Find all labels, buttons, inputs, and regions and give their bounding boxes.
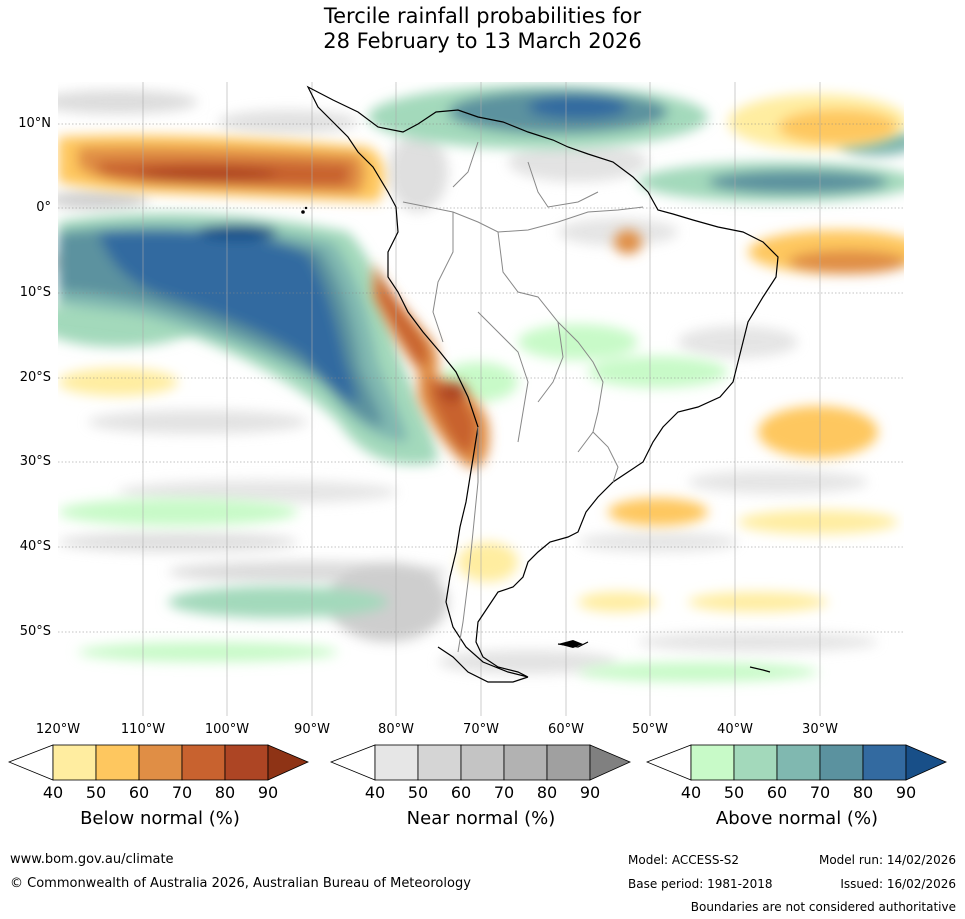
colorbar-below-segment-4 [181, 744, 226, 781]
lat-label-50s: 50°S [19, 624, 51, 639]
colorbar-near-tick: 70 [493, 783, 515, 802]
probability-map [58, 82, 904, 716]
colorbar-near-segment-2 [417, 744, 462, 781]
map-canvas [58, 82, 904, 716]
colorbar-near-segment-0 [330, 744, 376, 781]
country-borders [402, 141, 644, 653]
colorbar-near-tick: 80 [536, 783, 558, 802]
colorbar-above-tick: 50 [723, 783, 745, 802]
colorbar-below-tick: 60 [128, 783, 150, 802]
lat-label-40s: 40°S [19, 539, 51, 554]
lon-label-90w: 90°W [294, 722, 330, 737]
colorbar-above-tick: 40 [680, 783, 702, 802]
colorbar-near-tick: 90 [579, 783, 601, 802]
lat-label-30s: 30°S [19, 454, 51, 469]
footer-copyright: © Commonwealth of Australia 2026, Austra… [10, 876, 471, 891]
lat-label-10s: 10°S [19, 285, 51, 300]
title-line-2: 28 February to 13 March 2026 [323, 29, 642, 53]
colorbar-above-segment-5 [862, 744, 907, 781]
lon-label-110w: 110°W [120, 722, 166, 737]
colorbar-above-segment-1 [690, 744, 735, 781]
colorbar-above-segment-3 [776, 744, 821, 781]
colorbar-below-title: Below normal (%) [80, 808, 240, 829]
colorbar-above-tick: 70 [809, 783, 831, 802]
lon-label-100w: 100°W [204, 722, 250, 737]
colorbar-near-segment-5 [546, 744, 591, 781]
footer-disclaimer: Boundaries are not considered authoritat… [690, 900, 956, 914]
title-line-1: Tercile rainfall probabilities for [323, 4, 642, 28]
lon-label-60w: 60°W [548, 722, 584, 737]
colorbar-near-title: Near normal (%) [406, 808, 556, 829]
colorbar-below-segment-3 [138, 744, 183, 781]
lon-label-120w: 120°W [35, 722, 81, 737]
lon-label-40w: 40°W [717, 722, 753, 737]
colorbar-below-segment-1 [52, 744, 97, 781]
colorbar-below-tick: 80 [214, 783, 236, 802]
lat-label-10n: 10°N [18, 116, 51, 131]
lon-label-30w: 30°W [802, 722, 838, 737]
colorbar-near-segment-1 [374, 744, 419, 781]
footer-model-run: Model run: 14/02/2026 [818, 853, 956, 867]
colorbar-above-tick: 90 [895, 783, 917, 802]
colorbar-below-tick: 40 [42, 783, 64, 802]
lat-label-0: 0° [36, 200, 51, 215]
colorbar-near-segment-6 [589, 744, 631, 781]
colorbar-below-segment-6 [267, 744, 309, 781]
colorbar-below-segment-0 [8, 744, 54, 781]
meridians [142, 82, 821, 716]
colorbar-near-segment-3 [460, 744, 505, 781]
footer-base-period: Base period: 1981-2018 [628, 877, 773, 891]
colorbar-below-segment-2 [95, 744, 140, 781]
colorbar-above-tick: 80 [852, 783, 874, 802]
colorbar-above-segment-6 [905, 744, 947, 781]
below-normal-patches [58, 94, 904, 612]
above-normal-patches [58, 85, 904, 682]
above-normal-pacific-band [58, 213, 438, 465]
colorbar-below-tick: 50 [85, 783, 107, 802]
footer-issued: Issued: 16/02/2026 [840, 877, 956, 891]
colorbar-above-normal [646, 744, 947, 781]
colorbar-above-segment-4 [819, 744, 864, 781]
colorbar-near-tick: 50 [407, 783, 429, 802]
colorbar-below-segment-5 [224, 744, 269, 781]
lon-label-50w: 50°W [632, 722, 668, 737]
colorbar-above-tick: 60 [766, 783, 788, 802]
lat-label-20s: 20°S [19, 370, 51, 385]
colorbar-near-segment-4 [503, 744, 548, 781]
colorbar-near-tick: 60 [450, 783, 472, 802]
colorbar-near-tick: 40 [364, 783, 386, 802]
footer-website: www.bom.gov.au/climate [10, 852, 174, 867]
colorbar-below-tick: 90 [257, 783, 279, 802]
colorbar-above-segment-0 [646, 744, 692, 781]
graticule [58, 123, 904, 633]
colorbar-below-tick: 70 [171, 783, 193, 802]
colorbar-near-normal [330, 744, 631, 781]
lon-label-80w: 80°W [378, 722, 414, 737]
colorbar-below-normal [8, 744, 309, 781]
lon-label-70w: 70°W [463, 722, 499, 737]
chart-title: Tercile rainfall probabilities for 28 Fe… [0, 4, 965, 54]
footer-model: Model: ACCESS-S2 [628, 853, 740, 867]
colorbar-above-title: Above normal (%) [715, 808, 879, 829]
islands [301, 206, 583, 648]
colorbar-above-segment-2 [733, 744, 778, 781]
